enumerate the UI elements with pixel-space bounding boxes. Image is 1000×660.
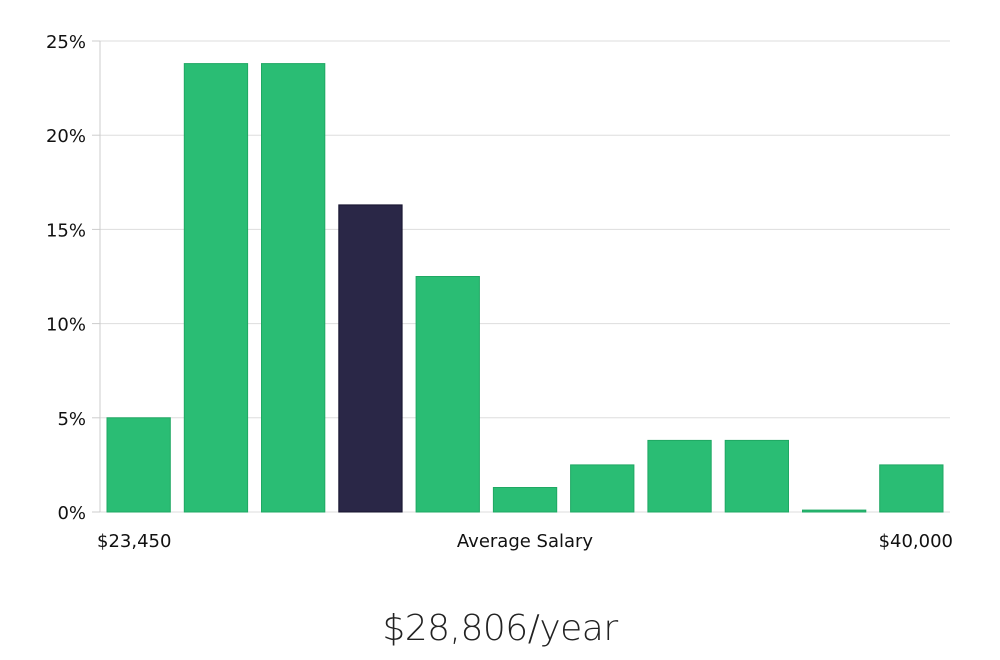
bar [570, 464, 635, 513]
bar [802, 509, 867, 513]
bar [183, 63, 249, 513]
bar [106, 417, 171, 513]
bar [415, 276, 480, 513]
bar [647, 439, 712, 513]
bar [492, 487, 558, 513]
bars [106, 63, 944, 513]
bar [724, 439, 790, 513]
y-tick-labels: 0% 5% 10% 15% 20% 25% [46, 32, 86, 524]
x-min-label: $23,450 [97, 531, 171, 552]
y-tick-label: 20% [46, 126, 86, 147]
average-salary-value: $28,806/year [382, 608, 618, 649]
x-max-label: $40,000 [879, 531, 953, 552]
y-tick-label: 0% [57, 503, 86, 524]
y-tick-label: 25% [46, 32, 86, 53]
bar-highlighted [338, 204, 403, 513]
y-axis [92, 40, 101, 513]
bar [261, 63, 326, 513]
x-axis-label: Average Salary [457, 531, 594, 552]
y-tick-label: 15% [46, 220, 86, 241]
bar [879, 464, 944, 513]
y-tick-label: 5% [57, 409, 86, 430]
y-tick-label: 10% [46, 315, 86, 336]
salary-histogram-chart: 0%5%10%15%20%25% $23,450 Average Salary … [46, 32, 953, 552]
